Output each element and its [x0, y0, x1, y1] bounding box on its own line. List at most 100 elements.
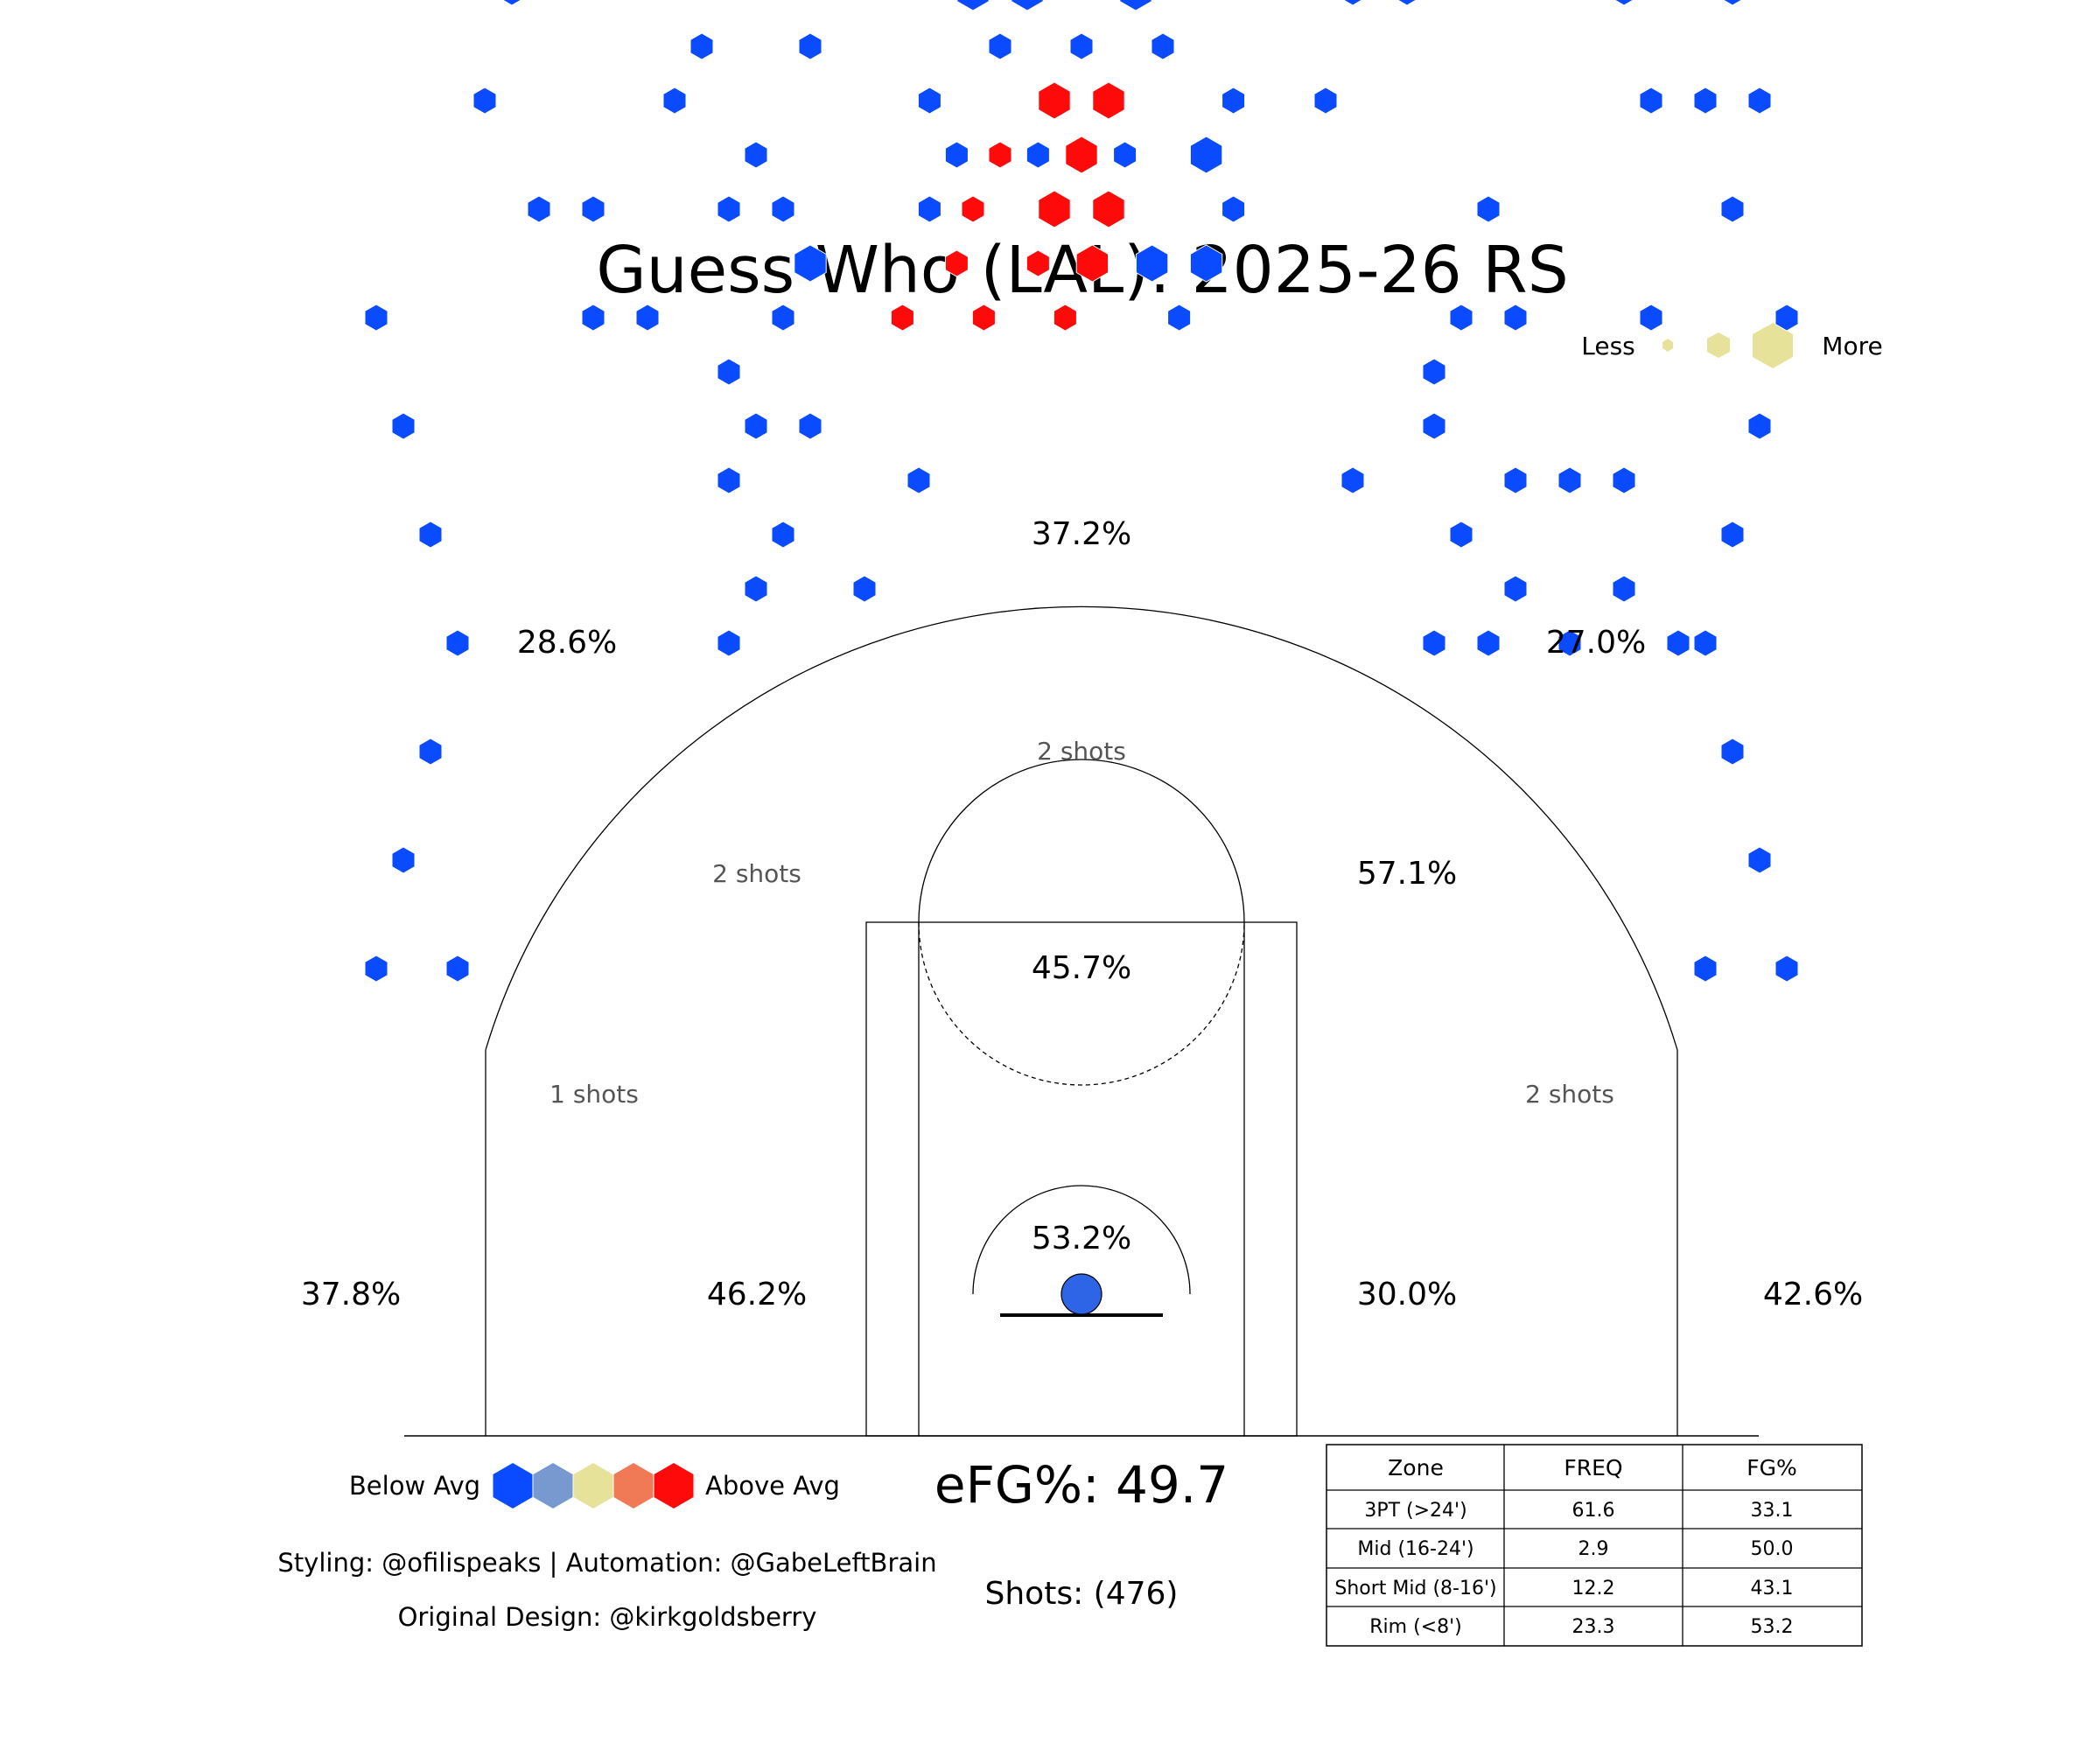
shot-hexbin: [1222, 195, 1246, 223]
shot-hexbin: [1774, 955, 1799, 983]
zone-shots-top-mid: 2 shots: [1037, 737, 1126, 766]
efg-label: eFG%: 49.7: [934, 1455, 1228, 1515]
color-legend-hex: [654, 1463, 694, 1508]
credits-line-1: Styling: @ofilispeaks | Automation: @Gab…: [277, 1548, 936, 1578]
zone-label-left-corner-3: 37.8%: [301, 1277, 401, 1312]
shot-hexbin: [1639, 87, 1663, 115]
size-legend-less: Less: [1581, 332, 1635, 360]
shot-hexbin: [1693, 629, 1718, 657]
shot-hexbin: [1038, 81, 1071, 120]
shot-hexbin: [944, 141, 969, 169]
color-legend-hex: [533, 1463, 573, 1508]
shot-hexbin: [1092, 81, 1125, 120]
shot-hexbin: [917, 195, 942, 223]
shot-hexbin: [956, 0, 990, 11]
shot-hexbin: [1722, 0, 1743, 6]
shot-hexbin: [771, 521, 795, 549]
shot-hexbin: [1503, 304, 1528, 332]
shot-hexbin: [1342, 0, 1363, 6]
shot-hexbin: [1503, 575, 1528, 603]
shot-hexbin: [391, 412, 416, 440]
shot-hexbin: [1720, 521, 1745, 549]
shot-hexbin: [1693, 955, 1718, 983]
size-legend-medium-hex: [1707, 332, 1730, 358]
size-legend-small-hex: [1662, 339, 1673, 352]
shot-hexbin: [1396, 0, 1418, 6]
outer-lane: [865, 921, 1298, 1437]
shot-hexbin: [1222, 87, 1246, 115]
shot-hexbin: [1476, 195, 1501, 223]
restricted-area-arc: [972, 1185, 1191, 1295]
color-legend-hex: [573, 1463, 613, 1508]
shot-hexbin: [581, 195, 606, 223]
shot-hexbin: [1449, 304, 1474, 332]
shot-hexbin: [917, 87, 942, 115]
shot-hexbin: [1693, 87, 1718, 115]
shot-hexbin: [717, 629, 741, 657]
shot-hexbin: [391, 846, 416, 874]
color-legend-above: Above Avg: [705, 1471, 840, 1501]
shot-hexbin: [1720, 738, 1745, 766]
zone-label-right-wing-3: 27.0%: [1546, 625, 1646, 661]
zone-shots-left-wing-mid: 2 shots: [712, 859, 802, 888]
shot-hexbin: [445, 629, 470, 657]
shot-hexbin: [1747, 846, 1772, 874]
shot-hexbin: [1075, 244, 1110, 283]
shot-hexbin: [1422, 412, 1446, 440]
zone-shots-left-long-mid: 1 shots: [550, 1080, 639, 1109]
free-throw-circle-bottom: [918, 921, 1245, 1086]
zone-shots-right-long-mid: 2 shots: [1525, 1080, 1614, 1109]
shot-hexbin: [1558, 466, 1582, 494]
shot-hexbin: [798, 32, 822, 60]
shot-hexbin: [1612, 575, 1636, 603]
rim-hoop: [1060, 1273, 1102, 1315]
table-cell-freq: 23.3: [1572, 1616, 1615, 1638]
color-legend-hexes: [493, 1463, 694, 1508]
table-header-fg: FG%: [1746, 1455, 1797, 1480]
shot-hexbin: [472, 87, 497, 115]
shot-hexbin: [1026, 249, 1050, 277]
shot-hexbin: [771, 195, 795, 223]
shot-hexbin: [1065, 136, 1098, 174]
shot-hexbin: [527, 195, 551, 223]
hexbin-layer: [364, 0, 1799, 983]
shot-hexbin: [1038, 190, 1071, 228]
three-point-arc: [485, 606, 1678, 1051]
shot-hexbin: [1476, 629, 1501, 657]
shot-hexbin: [1135, 244, 1169, 283]
shot-hexbin: [1558, 629, 1582, 657]
shot-hexbin: [1614, 0, 1634, 6]
table-cell-zone: Short Mid (8-16'): [1334, 1578, 1496, 1600]
shot-hexbin: [364, 304, 388, 332]
shot-hexbin: [771, 304, 795, 332]
table-cell-freq: 2.9: [1578, 1538, 1609, 1560]
shot-hexbin: [445, 955, 470, 983]
shot-hexbin: [1720, 195, 1745, 223]
shot-hexbin: [1011, 0, 1044, 11]
shot-hexbin: [988, 32, 1012, 60]
shot-hexbin: [1189, 136, 1223, 174]
credits-line-2: Original Design: @kirkgoldsberry: [398, 1602, 817, 1632]
table-cell-fg: 50.0: [1751, 1538, 1794, 1560]
shot-hexbin: [961, 195, 985, 223]
shot-hexbin: [744, 412, 768, 440]
shot-hexbin: [1666, 629, 1690, 657]
shot-hexbin: [418, 738, 443, 766]
size-legend: Less More: [1581, 323, 1883, 368]
shot-hexbin: [744, 141, 768, 169]
shot-hexbin: [988, 141, 1012, 169]
shot-hexbin: [364, 955, 388, 983]
table-cell-fg: 53.2: [1751, 1616, 1794, 1638]
zone-label-top-key-3: 37.2%: [1032, 516, 1131, 552]
zone-label-right-elbow-mid: 57.1%: [1357, 856, 1457, 892]
shot-hexbin: [744, 575, 768, 603]
shot-hexbin: [1503, 466, 1528, 494]
color-legend-below: Below Avg: [349, 1471, 480, 1501]
size-legend-more: More: [1822, 332, 1882, 360]
shot-hexbin: [1340, 466, 1365, 494]
shot-hexbin: [1449, 521, 1474, 549]
shot-hexbin: [906, 466, 931, 494]
shot-hexbin: [1422, 358, 1446, 386]
shots-label: Shots: (476): [985, 1576, 1179, 1612]
